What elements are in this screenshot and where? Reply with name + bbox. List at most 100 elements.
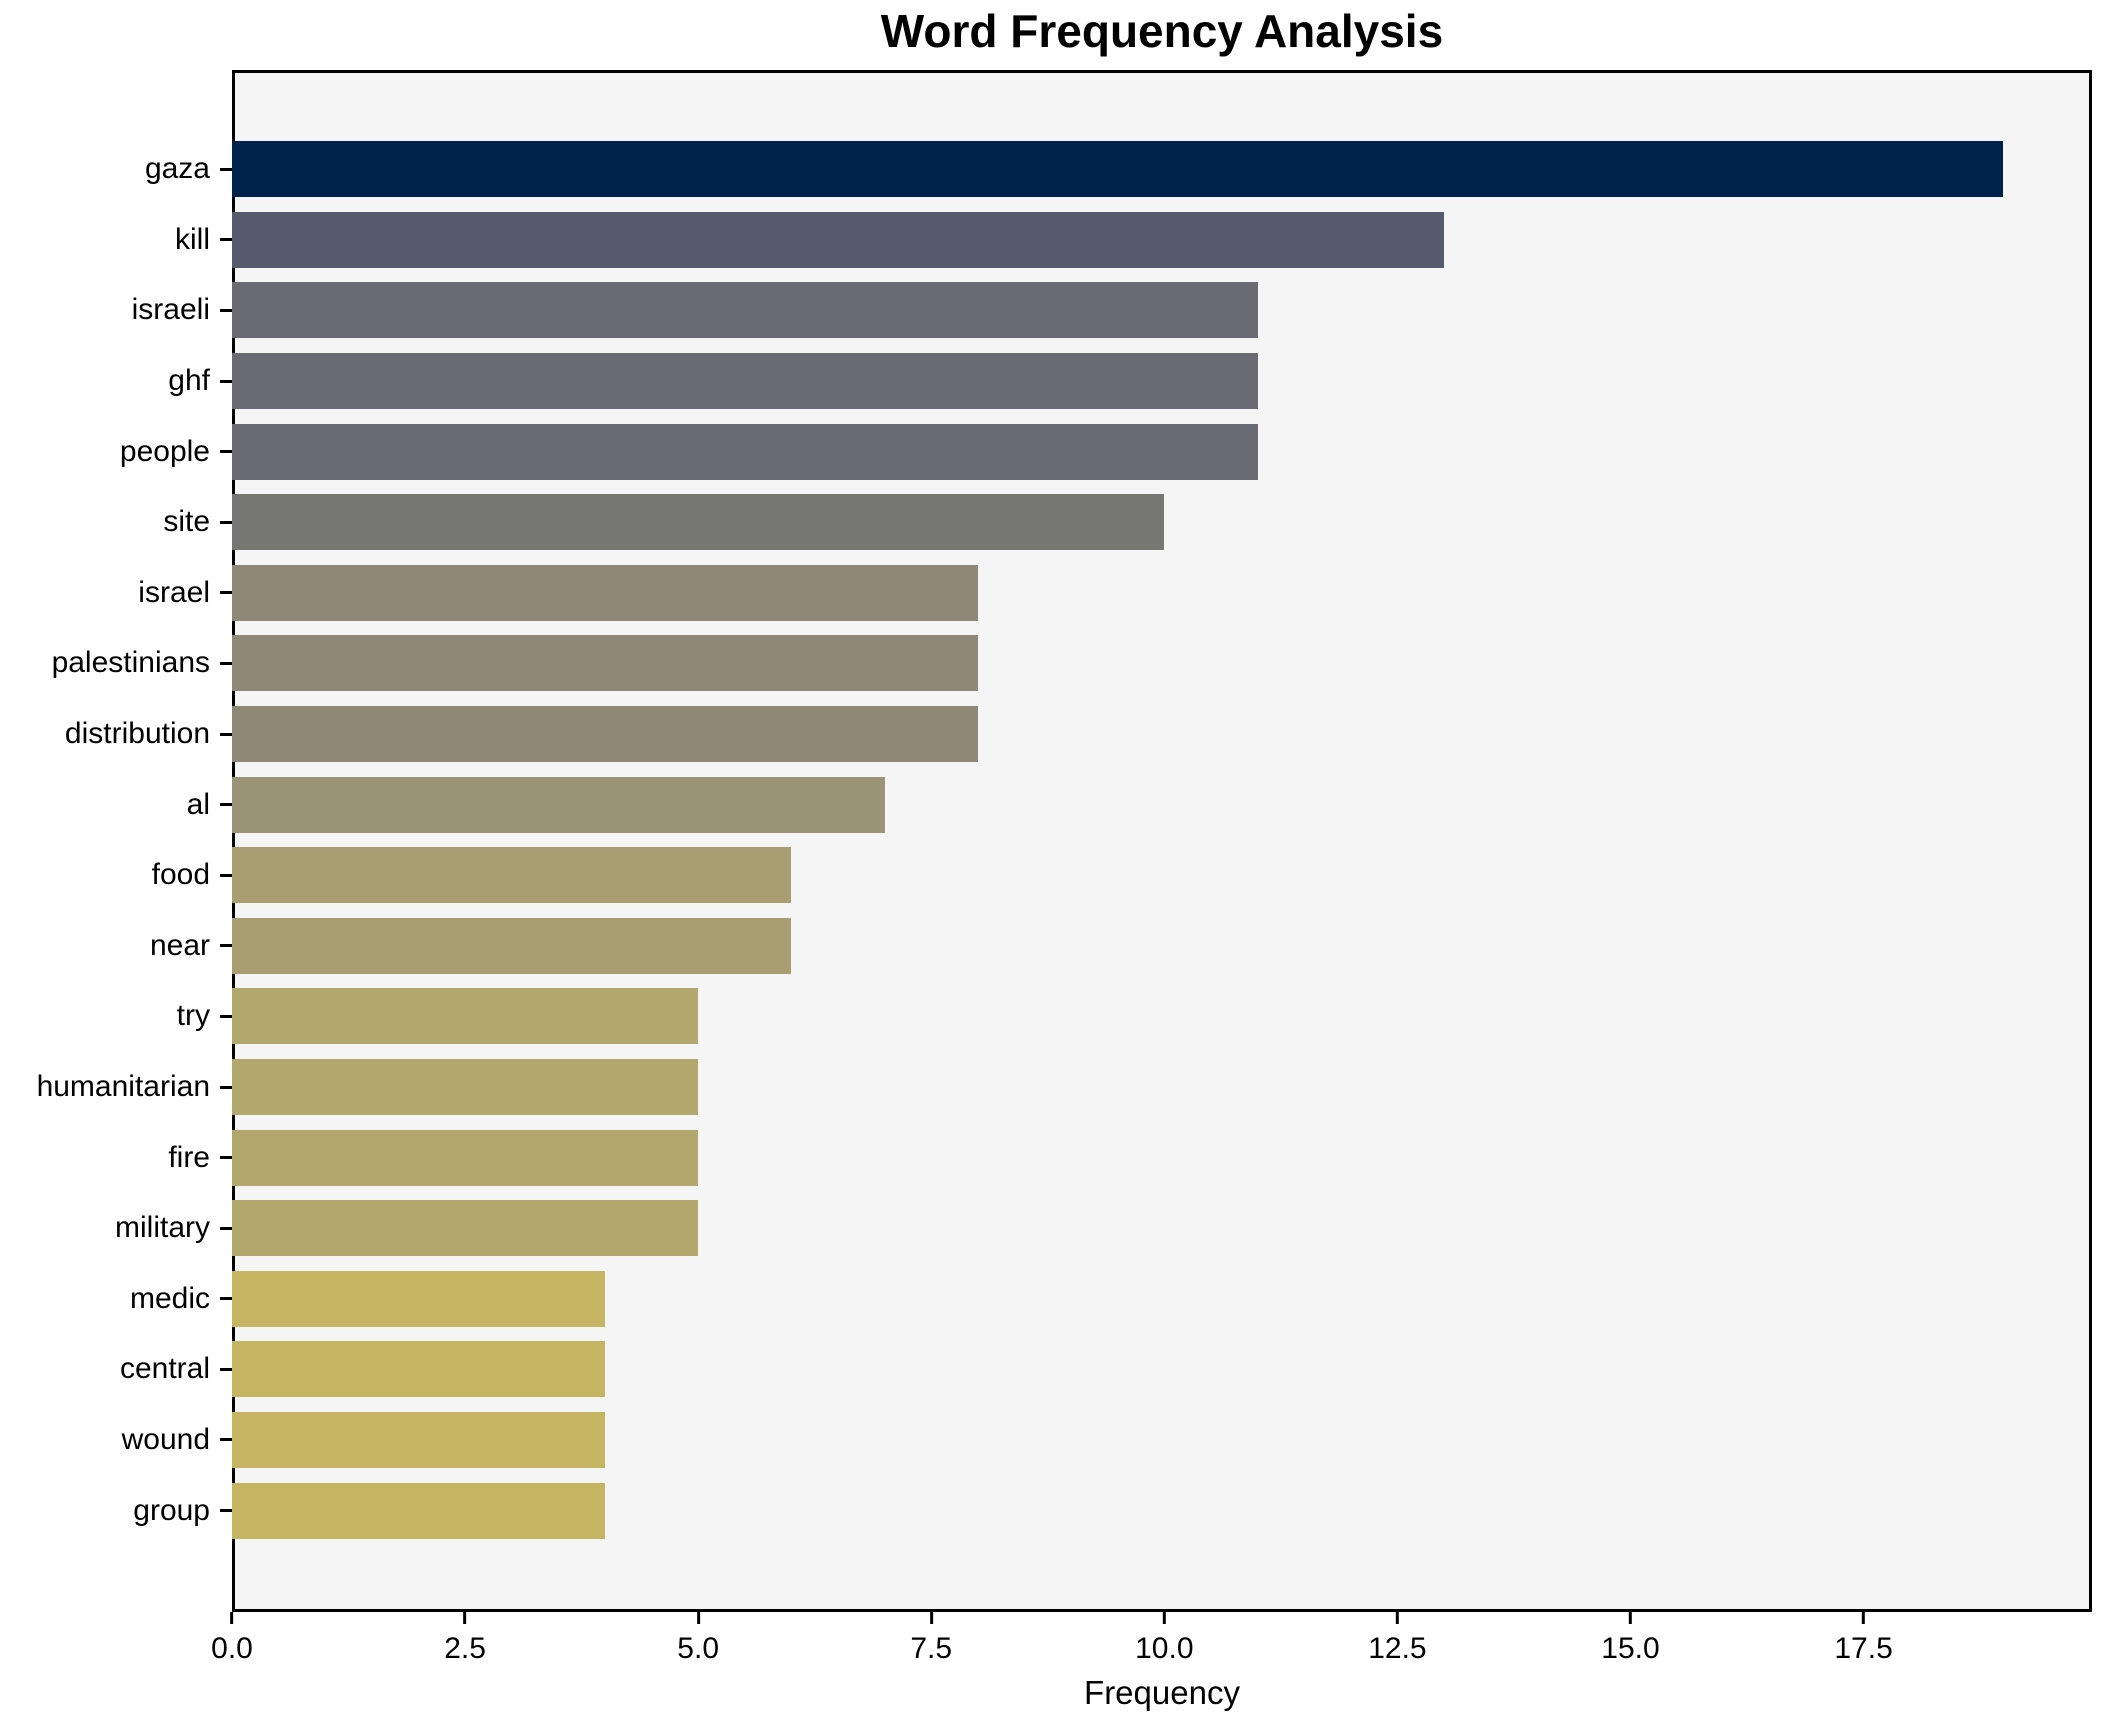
x-tick-0.0: 0.0 bbox=[211, 1612, 253, 1666]
y-tick-mark bbox=[220, 1226, 232, 1230]
y-tick-mark bbox=[220, 803, 232, 807]
y-tick-mark bbox=[220, 1509, 232, 1513]
y-tick-row-distribution: distribution bbox=[0, 699, 232, 770]
y-tick-mark bbox=[220, 1156, 232, 1160]
x-tick-mark bbox=[1162, 1612, 1166, 1624]
y-tick-row-kill: kill bbox=[0, 205, 232, 276]
y-tick-row-ghf: ghf bbox=[0, 346, 232, 417]
bar-row-ghf bbox=[232, 346, 2092, 417]
y-tick-row-try: try bbox=[0, 981, 232, 1052]
y-tick-mark bbox=[220, 732, 232, 736]
y-tick-mark bbox=[220, 308, 232, 312]
x-tick-mark bbox=[1862, 1612, 1866, 1624]
y-tick-row-group: group bbox=[0, 1475, 232, 1546]
y-tick-label-try: try bbox=[176, 999, 210, 1033]
bar-food bbox=[232, 847, 792, 904]
y-tick-row-medic: medic bbox=[0, 1264, 232, 1335]
bar-row-food bbox=[232, 840, 2092, 911]
bar-row-fire bbox=[232, 1122, 2092, 1193]
chart-title: Word Frequency Analysis bbox=[880, 5, 1444, 57]
y-tick-label-food: food bbox=[151, 858, 210, 892]
y-tick-mark bbox=[220, 873, 232, 877]
y-tick-mark bbox=[220, 1367, 232, 1371]
y-tick-mark bbox=[220, 1297, 232, 1301]
y-axis-labels: gaza kill israeli ghf people site israel palest… bbox=[0, 70, 232, 1612]
x-tick-mark bbox=[696, 1612, 700, 1624]
y-tick-row-military: military bbox=[0, 1193, 232, 1264]
y-tick-row-humanitarian: humanitarian bbox=[0, 1052, 232, 1123]
bar-fire bbox=[232, 1129, 699, 1186]
y-tick-label-israel: israel bbox=[138, 575, 210, 609]
y-tick-row-gaza: gaza bbox=[0, 134, 232, 205]
y-tick-mark bbox=[220, 591, 232, 595]
x-tick-label: 17.5 bbox=[1834, 1632, 1893, 1665]
bar-kill bbox=[232, 211, 1445, 268]
y-tick-label-medic: medic bbox=[129, 1281, 210, 1315]
y-tick-row-food: food bbox=[0, 840, 232, 911]
y-tick-mark bbox=[220, 661, 232, 665]
x-tick-label: 2.5 bbox=[444, 1632, 486, 1665]
y-tick-label-near: near bbox=[149, 928, 210, 962]
x-tick-label: 15.0 bbox=[1601, 1632, 1660, 1665]
y-tick-mark bbox=[220, 167, 232, 171]
bar-military bbox=[232, 1200, 699, 1257]
x-tick-mark bbox=[1395, 1612, 1399, 1624]
bar-row-medic bbox=[232, 1264, 2092, 1335]
y-tick-label-kill: kill bbox=[175, 222, 210, 256]
y-tick-row-wound: wound bbox=[0, 1405, 232, 1476]
y-tick-label-gaza: gaza bbox=[144, 152, 210, 186]
y-tick-label-ghf: ghf bbox=[168, 364, 210, 398]
bar-row-gaza bbox=[232, 134, 2092, 205]
y-tick-row-site: site bbox=[0, 487, 232, 558]
x-tick-5.0: 5.0 bbox=[677, 1612, 719, 1666]
bar-central bbox=[232, 1341, 605, 1398]
y-tick-row-central: central bbox=[0, 1334, 232, 1405]
y-tick-label-central: central bbox=[119, 1352, 210, 1386]
bar-ghf bbox=[232, 353, 1258, 410]
y-tick-mark bbox=[220, 944, 232, 948]
bar-row-group bbox=[232, 1475, 2092, 1546]
y-tick-mark bbox=[220, 379, 232, 383]
y-tick-label-site: site bbox=[163, 505, 210, 539]
bars-layer bbox=[232, 70, 2092, 1612]
y-tick-row-fire: fire bbox=[0, 1122, 232, 1193]
y-tick-label-military: military bbox=[115, 1211, 210, 1245]
bar-humanitarian bbox=[232, 1059, 699, 1116]
x-tick-mark bbox=[230, 1612, 234, 1624]
bar-row-humanitarian bbox=[232, 1052, 2092, 1123]
bar-row-try bbox=[232, 981, 2092, 1052]
y-tick-row-people: people bbox=[0, 416, 232, 487]
bar-row-central bbox=[232, 1334, 2092, 1405]
y-tick-label-fire: fire bbox=[168, 1140, 210, 1174]
bar-row-al bbox=[232, 769, 2092, 840]
bar-distribution bbox=[232, 706, 978, 763]
y-tick-row-al: al bbox=[0, 769, 232, 840]
bar-gaza bbox=[232, 141, 2004, 198]
y-tick-mark bbox=[220, 1438, 232, 1442]
bar-group bbox=[232, 1482, 605, 1539]
y-tick-label-israeli: israeli bbox=[131, 293, 210, 327]
bar-israel bbox=[232, 564, 978, 621]
bar-people bbox=[232, 423, 1258, 480]
x-tick-2.5: 2.5 bbox=[444, 1612, 486, 1666]
bar-near bbox=[232, 917, 792, 974]
x-tick-label: 7.5 bbox=[910, 1632, 953, 1665]
x-tick-17.5: 17.5 bbox=[1834, 1612, 1893, 1666]
y-tick-label-distribution: distribution bbox=[64, 717, 210, 751]
x-axis-ticks: 0.0 2.5 5.0 7.5 10.0 12.5 15.0 17.5 bbox=[211, 1612, 2092, 1682]
x-tick-label: 0.0 bbox=[211, 1632, 253, 1665]
bar-row-israel bbox=[232, 558, 2092, 629]
x-tick-mark bbox=[929, 1612, 933, 1624]
bar-site bbox=[232, 494, 1165, 551]
y-tick-row-israeli: israeli bbox=[0, 275, 232, 346]
x-tick-7.5: 7.5 bbox=[910, 1612, 952, 1666]
x-tick-label: 5.0 bbox=[677, 1632, 720, 1665]
bar-al bbox=[232, 776, 885, 833]
x-tick-10.0: 10.0 bbox=[1135, 1612, 1194, 1666]
bar-wound bbox=[232, 1411, 605, 1468]
y-tick-label-group: group bbox=[133, 1493, 210, 1527]
y-tick-mark bbox=[220, 520, 232, 524]
bar-row-military bbox=[232, 1193, 2092, 1264]
y-tick-row-israel: israel bbox=[0, 558, 232, 629]
y-tick-label-wound: wound bbox=[121, 1422, 210, 1456]
